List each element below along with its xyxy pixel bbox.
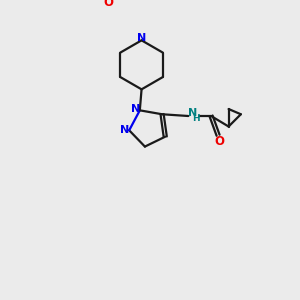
Text: N: N <box>188 107 197 118</box>
Text: N: N <box>120 125 129 135</box>
Text: O: O <box>215 135 225 148</box>
Text: H: H <box>192 114 200 123</box>
Text: N: N <box>131 103 140 114</box>
Text: O: O <box>103 0 114 9</box>
Text: N: N <box>137 33 146 43</box>
